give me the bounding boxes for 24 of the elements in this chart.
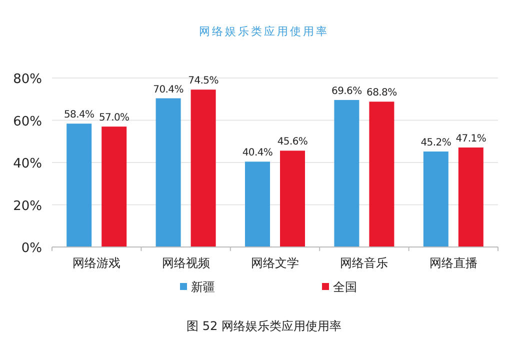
legend-label: 新疆	[191, 280, 215, 294]
data-label: 57.0%	[98, 112, 130, 124]
x-tick-label: 网络游戏	[72, 256, 121, 270]
y-tick-label: 0%	[21, 241, 42, 256]
data-label: 70.4%	[153, 84, 184, 96]
x-tick-label: 网络直播	[429, 256, 478, 270]
data-label: 69.6%	[332, 86, 362, 97]
x-tick-label: 网络文学	[251, 256, 299, 270]
data-label: 68.8%	[366, 88, 397, 99]
caption: 图 52 网络娱乐类应用使用率	[186, 319, 342, 333]
y-tick-label: 40%	[13, 156, 42, 172]
data-label: 74.5%	[188, 76, 218, 87]
data-label: 47.1%	[456, 134, 486, 144]
data-label: 58.4%	[64, 110, 94, 121]
y-tick-label: 20%	[13, 198, 42, 214]
title: 网络娱乐类应用使用率	[199, 25, 329, 38]
x-tick-label: 网络视频	[162, 256, 210, 270]
legend-label: 全国	[333, 280, 357, 294]
x-tick-label: 网络音乐	[340, 256, 388, 270]
data-label: 40.4%	[242, 148, 273, 159]
y-tick-label: 80%	[13, 72, 42, 87]
data-label: 45.2%	[420, 138, 452, 149]
y-tick-label: 60%	[13, 114, 42, 130]
data-label: 45.6%	[277, 136, 308, 148]
